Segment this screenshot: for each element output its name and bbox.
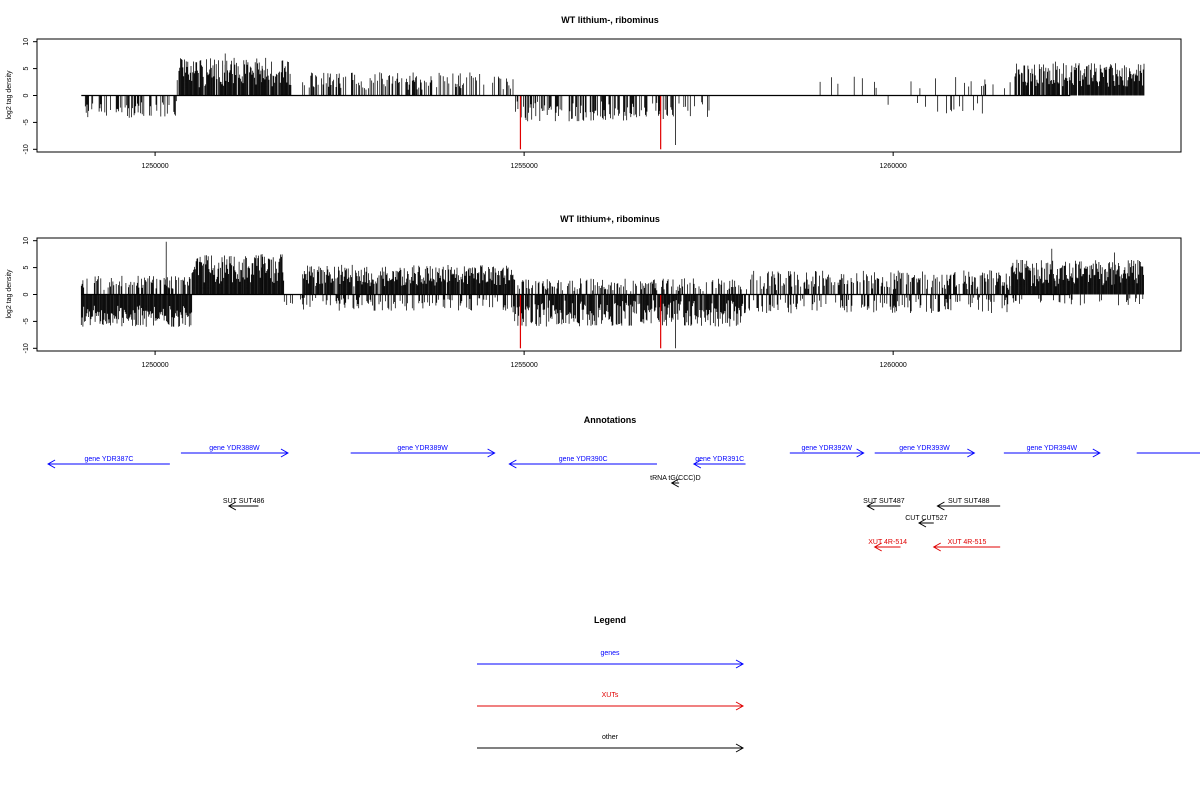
y-tick-label: -10 — [23, 343, 30, 353]
annotation-gene-arrow: gene YDR393W — [874, 445, 976, 458]
annotation-gene-arrow: gene YDR391C — [692, 456, 746, 469]
annotation-gene-arrow: gene YDR387C — [47, 456, 170, 469]
y-tick-label: 10 — [23, 38, 30, 46]
annotation-label: tRNA tG(CCC)D — [650, 475, 701, 482]
annotation-gene-arrow: gene YDR388W — [180, 445, 289, 458]
x-tick-label: 1255000 — [510, 163, 537, 170]
y-tick-label: 5 — [23, 67, 30, 71]
x-tick-label: 1250000 — [141, 163, 168, 170]
annotation-xut-arrow: XUT 4R-515 — [932, 539, 1001, 552]
annotation-label: SUT SUT486 — [223, 498, 265, 505]
annotation-gene-arrow — [1136, 452, 1200, 454]
x-tick-label: 1250000 — [141, 362, 168, 369]
annotation-gene-arrow: gene YDR392W — [789, 445, 865, 458]
annotation-arrows: gene YDR387C gene YDR388W gene YDR389W gene… — [47, 445, 1200, 552]
panel-2-y-axis: -10 -5 0 5 10 — [23, 237, 37, 353]
legend-entry-other: other — [477, 734, 745, 753]
x-tick-label: 1260000 — [880, 163, 907, 170]
annotation-other-arrow: SUT SUT488 — [936, 498, 1001, 511]
annotation-label: gene YDR388W — [209, 445, 260, 452]
panel-1-ylabel: log2 tag density — [6, 70, 13, 120]
annotation-label: gene YDR394W — [1027, 445, 1078, 452]
panel-1-x-axis: 1250000 1255000 1260000 — [141, 152, 907, 170]
y-tick-label: 0 — [23, 93, 30, 97]
annotation-label: gene YDR392W — [801, 445, 852, 452]
panel-2-title: WT lithium+, ribominus — [560, 214, 660, 224]
annotation-other-arrow: SUT SUT487 — [863, 498, 905, 511]
legend-title: Legend — [594, 615, 626, 625]
density-bars — [84, 53, 1145, 145]
x-tick-label: 1255000 — [510, 362, 537, 369]
panel-1-title: WT lithium-, ribominus — [561, 15, 659, 25]
annotation-label: CUT CUT527 — [905, 515, 947, 522]
annotation-gene-arrow: gene YDR389W — [350, 445, 496, 458]
y-tick-label: 10 — [23, 237, 30, 245]
annotation-label: SUT SUT488 — [948, 498, 990, 505]
legend: Legend genes XUTs other — [477, 615, 745, 753]
annotation-other-arrow: SUT SUT486 — [223, 498, 265, 511]
panel-lithium-plus: WT lithium+, ribominus log2 tag density … — [6, 214, 1182, 369]
legend-entry-gene: genes — [477, 650, 745, 669]
annotation-label: gene YDR389W — [397, 445, 448, 452]
annotation-label: gene YDR390C — [559, 456, 608, 463]
panel-2-ylabel: log2 tag density — [6, 269, 13, 319]
y-tick-label: 0 — [23, 292, 30, 296]
legend-label: other — [602, 734, 619, 741]
panel-lithium-minus: WT lithium-, ribominus log2 tag density … — [6, 15, 1182, 170]
annotation-label: XUT 4R-515 — [948, 539, 987, 546]
annotation-gene-arrow: gene YDR390C — [508, 456, 657, 469]
legend-entry-xut: XUTs — [477, 692, 745, 711]
panel-2-x-axis: 1250000 1255000 1260000 — [141, 351, 907, 369]
legend-entries: genes XUTs other — [477, 650, 745, 753]
panel-1-bars — [81, 53, 1145, 150]
annotations-title: Annotations — [584, 415, 637, 425]
y-tick-label: -10 — [23, 144, 30, 154]
y-tick-label: 5 — [23, 266, 30, 270]
annotation-label: gene YDR393W — [899, 445, 950, 452]
legend-label: XUTs — [602, 692, 619, 699]
annotation-other-arrow: tRNA tG(CCC)D — [650, 475, 701, 488]
annotation-label: gene YDR387C — [85, 456, 134, 463]
annotation-other-arrow: CUT CUT527 — [905, 515, 948, 528]
annotation-label: gene YDR391C — [695, 456, 744, 463]
panel-1-y-axis: -10 -5 0 5 10 — [23, 38, 37, 154]
legend-label: genes — [600, 650, 620, 657]
density-bars — [80, 241, 1144, 349]
y-tick-label: -5 — [23, 119, 30, 125]
panel-2-bars — [80, 241, 1144, 349]
annotation-label: XUT 4R-514 — [868, 539, 907, 546]
annotation-xut-arrow: XUT 4R-514 — [868, 539, 907, 552]
y-tick-label: -5 — [23, 318, 30, 324]
annotation-label: SUT SUT487 — [863, 498, 905, 505]
x-tick-label: 1260000 — [880, 362, 907, 369]
annotation-gene-arrow: gene YDR394W — [1003, 445, 1101, 458]
